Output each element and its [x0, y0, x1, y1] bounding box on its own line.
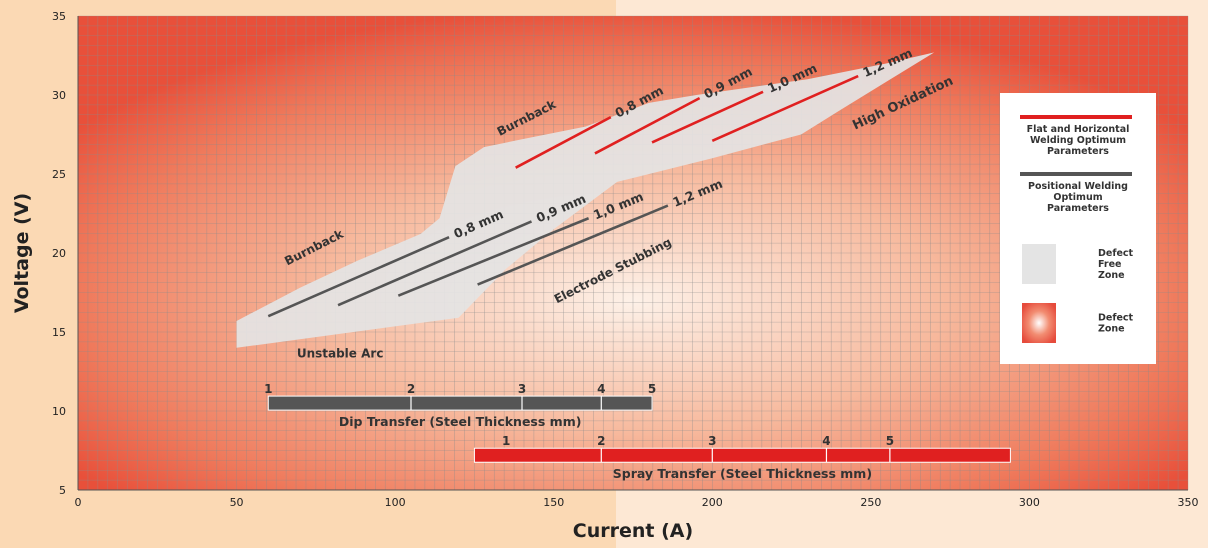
series-line-positional [337, 220, 533, 307]
y-axis-title: Voltage (V) [11, 193, 33, 313]
legend-label: Defect [1098, 248, 1134, 259]
y-tick-label: 10 [52, 405, 66, 418]
series-line-positional [267, 236, 450, 318]
series-line-positional [477, 204, 669, 286]
legend-label: Parameters [1047, 203, 1109, 214]
legend-label: Positional Welding [1028, 181, 1128, 192]
x-tick-label: 200 [702, 496, 723, 509]
series-line-flat [515, 115, 612, 169]
transfer-bar-tick-label: 1 [264, 382, 272, 396]
y-tick-label: 15 [52, 326, 66, 339]
zone-annotation: Unstable Arc [297, 346, 384, 360]
transfer-bar [473, 447, 1011, 463]
transfer-bar-tick-label: 5 [886, 434, 894, 448]
x-tick-label: 0 [75, 496, 82, 509]
legend-label: Zone [1098, 270, 1125, 281]
transfer-bar [267, 395, 653, 411]
series-line-flat [651, 90, 764, 144]
series-line-positional [397, 217, 590, 297]
series-line-flat [594, 97, 701, 155]
transfer-bar-tick-label: 2 [407, 382, 415, 396]
transfer-bar-tick-label: 5 [648, 382, 656, 396]
legend-label: Flat and Horizontal [1027, 124, 1130, 135]
y-tick-label: 25 [52, 168, 66, 181]
transfer-bar-tick-label: 4 [822, 434, 830, 448]
x-tick-label: 300 [1019, 496, 1040, 509]
legend-label: Optimum [1053, 192, 1102, 203]
x-axis-title: Current (A) [573, 520, 693, 542]
transfer-bar-tick-label: 3 [708, 434, 716, 448]
transfer-bars: 1 2 3 4 5 Dip Transfer (Steel Thickness mm) 1 2… [264, 382, 1011, 481]
series-line-flat [711, 74, 859, 143]
legend-label: Parameters [1047, 146, 1109, 157]
transfer-bar-tick-label: 4 [597, 382, 605, 396]
y-tick-label: 20 [52, 247, 66, 260]
y-tick-label: 35 [52, 10, 66, 23]
legend-label: Free [1098, 259, 1121, 270]
x-tick-label: 250 [860, 496, 881, 509]
legend-swatch [1022, 303, 1056, 343]
transfer-bar-title: Spray Transfer (Steel Thickness mm) [613, 466, 872, 481]
legend-label: Zone [1098, 324, 1125, 335]
transfer-bar-tick-label: 3 [518, 382, 526, 396]
x-tick-label: 100 [385, 496, 406, 509]
y-tick-label: 30 [52, 89, 66, 102]
legend-label: Defect [1098, 313, 1134, 324]
legend-swatch [1022, 244, 1056, 284]
y-tick-label: 5 [59, 484, 66, 497]
x-tick-label: 350 [1178, 496, 1199, 509]
transfer-bar-tick-label: 2 [597, 434, 605, 448]
transfer-bar-title: Dip Transfer (Steel Thickness mm) [339, 414, 582, 429]
legend-label: Welding Optimum [1030, 135, 1126, 146]
x-tick-label: 50 [230, 496, 244, 509]
transfer-bar-tick-label: 1 [502, 434, 510, 448]
x-tick-label: 150 [543, 496, 564, 509]
